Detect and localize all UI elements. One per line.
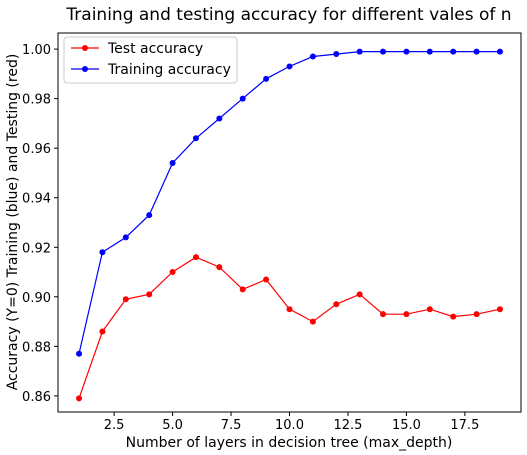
data-point bbox=[239, 95, 246, 102]
data-point bbox=[333, 301, 340, 308]
data-point bbox=[99, 249, 106, 256]
data-point bbox=[76, 395, 83, 402]
data-point bbox=[286, 63, 293, 70]
x-tick-label: 15.0 bbox=[392, 418, 421, 433]
legend-label-test: Test accuracy bbox=[107, 41, 203, 57]
y-tick-label: 0.96 bbox=[22, 142, 51, 157]
data-point bbox=[76, 350, 83, 357]
data-point bbox=[496, 48, 503, 55]
x-tick-label: 7.5 bbox=[221, 418, 242, 433]
series-layer bbox=[76, 48, 503, 402]
data-point bbox=[356, 48, 363, 55]
data-point bbox=[403, 48, 410, 55]
y-tick-label: 0.92 bbox=[22, 241, 51, 256]
data-point bbox=[263, 75, 270, 82]
data-point bbox=[192, 135, 199, 142]
data-point bbox=[473, 311, 480, 318]
data-point bbox=[263, 276, 270, 283]
axis-ticks: 2.5 5.0 7.5 10.0 12.5 15.0 17.5 0.86 0.88 0.90 0.9… bbox=[22, 43, 479, 433]
x-tick-label: 5.0 bbox=[162, 418, 183, 433]
data-point bbox=[496, 306, 503, 313]
data-point bbox=[169, 269, 176, 276]
data-point bbox=[426, 48, 433, 55]
legend-marker-train bbox=[82, 66, 88, 72]
chart-title: Training and testing accuracy for differ… bbox=[65, 5, 511, 25]
data-point bbox=[216, 115, 223, 122]
data-point bbox=[239, 286, 246, 293]
y-tick-label: 0.90 bbox=[22, 291, 51, 306]
data-point bbox=[99, 328, 106, 335]
data-point bbox=[122, 234, 129, 241]
data-point bbox=[309, 318, 316, 325]
data-point bbox=[286, 306, 293, 313]
y-tick-label: 0.94 bbox=[22, 192, 51, 207]
y-tick-label: 1.00 bbox=[22, 43, 51, 58]
y-axis-title: Accuracy (Y=0) Training (blue) and Testi… bbox=[5, 54, 21, 391]
data-point bbox=[122, 296, 129, 303]
y-tick-label: 0.86 bbox=[22, 390, 51, 405]
data-point bbox=[309, 53, 316, 60]
data-point bbox=[426, 306, 433, 313]
x-tick-label: 10.0 bbox=[275, 418, 304, 433]
data-point bbox=[192, 254, 199, 261]
data-point bbox=[216, 264, 223, 271]
legend: Test accuracy Training accuracy bbox=[63, 36, 238, 84]
plot-area bbox=[57, 32, 522, 413]
legend-box bbox=[63, 36, 238, 84]
data-point bbox=[450, 48, 457, 55]
data-point bbox=[450, 313, 457, 320]
legend-label-train: Training accuracy bbox=[107, 62, 231, 78]
data-point bbox=[380, 48, 387, 55]
data-point bbox=[146, 212, 153, 219]
data-point bbox=[356, 291, 363, 298]
data-point bbox=[146, 291, 153, 298]
data-point bbox=[380, 311, 387, 318]
legend-marker-test bbox=[82, 45, 88, 51]
y-tick-label: 0.98 bbox=[22, 93, 51, 108]
x-tick-label: 2.5 bbox=[104, 418, 125, 433]
data-point bbox=[333, 51, 340, 58]
data-point bbox=[169, 160, 176, 167]
y-tick-label: 0.88 bbox=[22, 340, 51, 355]
series-line-0 bbox=[78, 256, 501, 399]
data-point bbox=[473, 48, 480, 55]
x-axis-title: Number of layers in decision tree (max_d… bbox=[126, 435, 453, 451]
x-tick-label: 17.5 bbox=[450, 418, 479, 433]
x-tick-label: 12.5 bbox=[333, 418, 362, 433]
data-point bbox=[403, 311, 410, 318]
